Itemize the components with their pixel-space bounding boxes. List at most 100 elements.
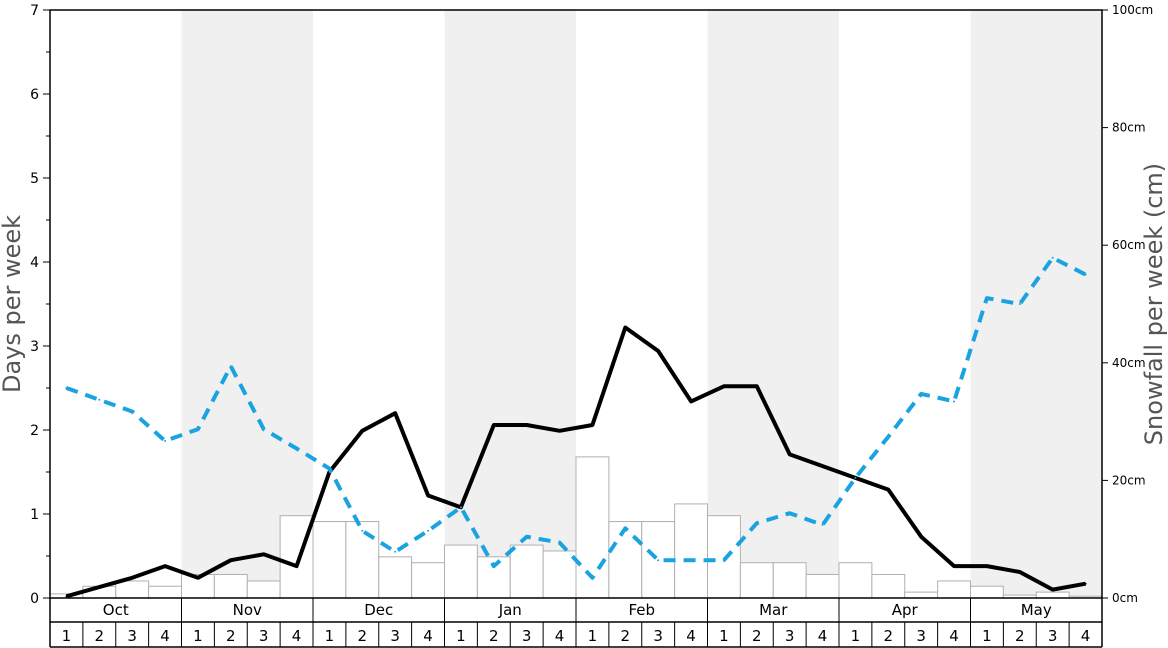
solid-line-point	[295, 565, 298, 568]
dashed-line-point	[953, 400, 956, 403]
solid-line-point	[821, 465, 824, 468]
snowfall-bar	[444, 544, 478, 599]
left-axis: 0 1 2 3 4 5 6 7	[30, 3, 50, 607]
month-band-mar	[707, 10, 839, 598]
week-label: 1	[62, 627, 72, 645]
right-tick-label: 0cm	[1112, 591, 1138, 605]
solid-line-point	[131, 576, 134, 579]
week-label: 2	[884, 627, 894, 645]
left-axis-title: Days per week	[0, 215, 26, 393]
snowfall-bar	[312, 521, 347, 599]
month-band-jan	[444, 10, 576, 598]
snowfall-bar	[707, 515, 741, 599]
week-label: 1	[193, 627, 203, 645]
snowfall-bar	[378, 556, 413, 599]
solid-line-point	[98, 586, 101, 589]
solid-line-point	[657, 350, 660, 353]
solid-line-point	[788, 453, 791, 456]
week-label: 1	[719, 627, 729, 645]
left-tick-label: 6	[30, 87, 39, 103]
week-label: 2	[226, 627, 236, 645]
dashed-line-point	[821, 523, 824, 526]
dashed-line-point	[459, 506, 462, 509]
dashed-line-point	[558, 541, 561, 544]
right-axis-title: Snowfall per week (cm)	[1140, 163, 1168, 445]
solid-line-point	[262, 553, 265, 556]
week-label: 3	[259, 627, 269, 645]
solid-line-point	[985, 565, 988, 568]
month-label: Oct	[103, 601, 129, 619]
solid-line-point	[591, 423, 594, 426]
snowfall-bar	[509, 544, 544, 599]
week-label: 3	[1048, 627, 1058, 645]
solid-line-point	[1018, 570, 1021, 573]
week-label: 2	[358, 627, 368, 645]
month-band-may	[970, 10, 1102, 598]
solid-line-point	[164, 565, 167, 568]
snowfall-bar	[115, 580, 150, 599]
left-tick-label: 5	[30, 171, 39, 187]
dashed-line-point	[229, 365, 232, 368]
dashed-line-point	[755, 522, 758, 525]
dashed-line-point	[328, 467, 331, 470]
dashed-line-point	[1051, 256, 1054, 259]
dashed-line-point	[394, 550, 397, 553]
snowfall-bar	[739, 562, 774, 599]
solid-line-point	[624, 326, 627, 329]
solid-line-point	[229, 559, 232, 562]
solid-line-point	[361, 429, 364, 432]
snowfall-bar	[148, 585, 182, 599]
solid-line-point	[65, 595, 68, 598]
right-tick-label: 100cm	[1112, 3, 1153, 17]
right-tick-label: 60cm	[1112, 238, 1146, 252]
solid-line-point	[558, 429, 561, 432]
dashed-line-point	[164, 439, 167, 442]
week-label: 4	[686, 627, 696, 645]
snowfall-bar	[674, 503, 708, 599]
dashed-line-point	[525, 535, 528, 538]
dashed-line-point	[196, 428, 199, 431]
month-bands	[181, 10, 1102, 598]
right-axis: 0cm 20cm 40cm 60cm 80cm 100cm	[1102, 3, 1153, 605]
week-label: 4	[160, 627, 170, 645]
week-label: 2	[1015, 627, 1025, 645]
week-label: 1	[588, 627, 598, 645]
dashed-line-point	[492, 565, 495, 568]
month-label: Feb	[628, 601, 655, 619]
solid-line-point	[525, 423, 528, 426]
dashed-line-point	[65, 387, 68, 389]
solid-line-point	[427, 494, 430, 497]
left-tick-label: 3	[30, 339, 39, 355]
week-label: 4	[555, 627, 565, 645]
left-tick-label: 7	[30, 3, 39, 19]
snowfall-bar	[608, 521, 643, 599]
week-label: 3	[653, 627, 663, 645]
dashed-line-point	[131, 410, 134, 413]
snowfall-bar	[345, 521, 380, 599]
snowfall-bar	[279, 515, 314, 599]
solid-line-point	[953, 565, 956, 568]
snowfall-bars	[49, 456, 1103, 599]
week-label: 2	[95, 627, 105, 645]
month-label: Apr	[892, 601, 919, 619]
dashed-line-point	[361, 529, 364, 532]
right-tick-label: 40cm	[1112, 356, 1146, 370]
solid-line-point	[722, 385, 725, 388]
snowfall-bar	[904, 591, 939, 599]
dashed-line-point	[690, 559, 693, 562]
month-label: Mar	[759, 601, 788, 619]
snowfall-bar	[411, 562, 445, 599]
snowfall-bar	[246, 580, 281, 599]
month-label: May	[1021, 601, 1052, 619]
right-tick-label: 80cm	[1112, 121, 1146, 135]
dashed-line-point	[98, 398, 101, 401]
dashed-line-point	[920, 392, 923, 395]
snowfall-bar	[970, 585, 1004, 599]
dashed-line-point	[591, 576, 594, 579]
snowfall-bar	[542, 550, 577, 599]
week-label: 3	[916, 627, 926, 645]
week-label: 3	[785, 627, 795, 645]
month-band-nov	[181, 10, 313, 598]
